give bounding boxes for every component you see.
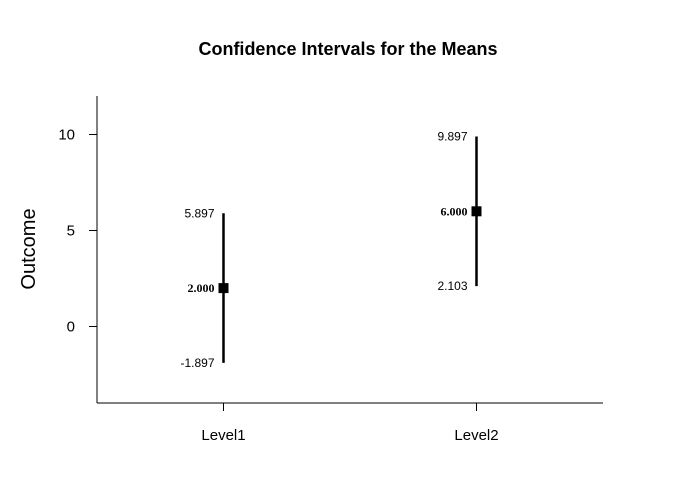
x-tick-label: Level1 — [201, 427, 245, 444]
lower-bound-label: 2.103 — [437, 279, 467, 293]
y-axis-label: Outcome — [18, 208, 40, 289]
x-tick-label: Level2 — [454, 427, 498, 444]
chart-marks: 0 5 10 Level1 5.897 2.000 -1.897 Level2 9.897 6.0… — [58, 127, 498, 445]
y-tick-label: 10 — [58, 127, 75, 144]
y-tick-label: 5 — [67, 223, 75, 240]
mean-marker — [471, 206, 482, 217]
upper-bound-label: 5.897 — [184, 206, 214, 220]
mean-marker — [218, 283, 229, 294]
chart-title: Confidence Intervals for the Means — [198, 39, 497, 59]
upper-bound-label: 9.897 — [437, 129, 467, 143]
mean-value-label: 2.000 — [188, 281, 215, 295]
lower-bound-label: -1.897 — [180, 356, 214, 370]
mean-value-label: 6.000 — [441, 204, 468, 218]
y-tick-label: 0 — [67, 319, 75, 336]
